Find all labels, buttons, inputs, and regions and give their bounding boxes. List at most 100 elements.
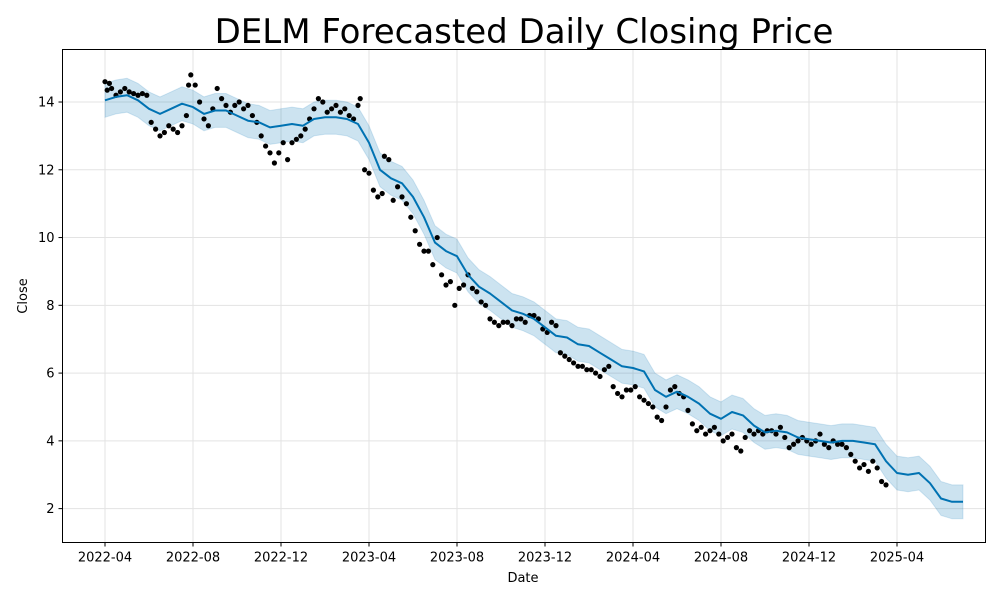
observed-point [791,441,797,447]
observed-point [447,278,453,285]
observed-point [263,143,269,149]
observed-point [672,384,678,390]
observed-point [839,441,845,447]
observed-point [408,214,414,220]
observed-point [320,99,326,105]
x-tick-label: 2025-04 [870,551,924,566]
observed-point [593,370,599,376]
observed-point [584,367,590,373]
observed-point [362,167,368,173]
observed-point [214,85,220,92]
y-tick-label: 2 [46,502,54,517]
observed-point [843,445,850,451]
observed-point [430,262,436,268]
observed-point [747,428,753,434]
observed-point [500,319,506,325]
observed-point [483,302,489,308]
chart-title: DELM Forecasted Daily Closing Price [215,12,834,52]
observed-point [258,133,264,139]
observed-point [848,451,854,458]
observed-point [487,316,493,322]
observed-point [157,133,163,139]
observed-point [865,468,872,474]
observed-point [285,157,291,163]
observed-point [641,397,647,403]
observed-point [186,82,192,88]
observed-point [412,228,418,234]
observed-point [106,80,112,86]
observed-point [531,312,537,319]
observed-point [148,119,154,125]
x-tick-label: 2024-08 [694,551,748,566]
observed-point [355,102,361,109]
observed-points [102,72,889,488]
observed-point [375,194,381,200]
observed-point [637,394,643,400]
observed-point [315,96,321,102]
y-axis: 2 4 6 8 10 12 14 [38,96,63,517]
observed-point [496,323,502,329]
observed-point [366,170,372,176]
observed-point [333,102,339,109]
x-tick-label: 2023-04 [342,551,396,566]
observed-point [557,350,564,356]
y-tick-label: 6 [46,367,54,382]
observed-point [773,431,779,437]
observed-point [513,316,520,322]
observed-point [786,445,792,451]
observed-point [817,431,823,437]
observed-point [650,404,656,410]
observed-point [346,112,352,119]
observed-point [197,99,203,105]
observed-point [575,363,581,369]
y-tick-label: 12 [38,163,55,178]
observed-point [370,187,376,193]
y-tick-label: 8 [46,299,54,314]
observed-point [654,414,660,420]
observed-point [201,116,207,122]
observed-point [232,102,238,109]
observed-point [188,72,194,78]
observed-point [104,87,110,93]
observed-point [223,102,229,109]
observed-point [395,184,401,190]
observed-point [342,106,348,112]
observed-point [434,234,440,241]
observed-point [183,112,189,119]
x-tick-label: 2023-08 [430,551,484,566]
observed-point [170,126,176,132]
observed-point [689,421,696,427]
observed-point [782,434,788,441]
observed-point [139,90,145,97]
observed-point [175,129,181,136]
observed-point [729,431,735,437]
observed-point [725,434,731,441]
observed-point [280,140,286,146]
observed-point [698,424,704,430]
observed-point [619,394,625,400]
observed-point [249,112,255,119]
y-tick-label: 14 [38,96,55,111]
x-tick-label: 2024-04 [606,551,660,566]
x-tick-label: 2022-04 [78,551,132,566]
y-tick-label: 10 [38,231,55,246]
observed-point [386,157,392,163]
observed-point [379,190,385,197]
observed-point [245,102,251,109]
observed-point [553,323,559,329]
observed-point [417,241,423,247]
observed-point [131,90,137,97]
observed-point [518,316,524,322]
observed-point [469,285,475,291]
uncertainty-band [104,77,964,520]
x-axis-label: Date [507,571,538,586]
observed-point [795,438,801,444]
observed-point [117,89,123,95]
observed-point [549,319,555,325]
observed-point [826,445,832,451]
confidence-interval-area [104,77,964,520]
observed-point [109,85,115,92]
observed-point [219,96,225,102]
observed-point [857,465,863,471]
observed-point [302,126,308,132]
